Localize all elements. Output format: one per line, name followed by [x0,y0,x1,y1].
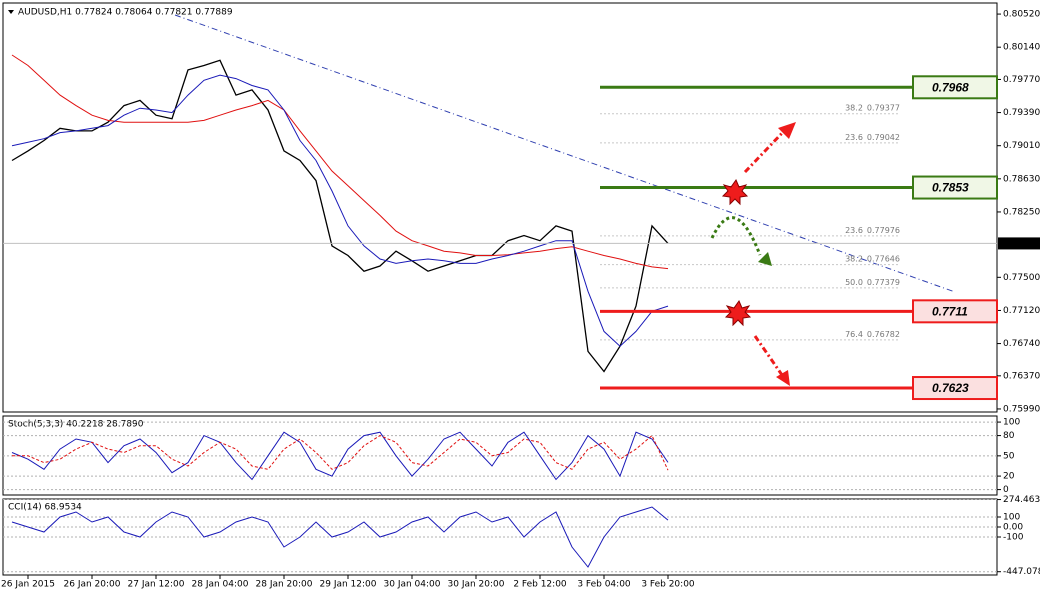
series-line [11,506,669,568]
arrow-up [743,128,787,174]
level-box [912,75,998,100]
current-price-box [998,237,1040,250]
level-label: 0.7968 [932,80,969,94]
star-marker [724,299,752,327]
x-tick-label: 28 Jan 04:00 [192,580,249,590]
y-tick-label: 0.80140 [1003,43,1040,53]
y-tick-label: -447.0781 [1003,567,1040,577]
x-tick-label: 27 Jan 12:00 [128,580,185,590]
menu-triangle [8,10,14,14]
level-label: 0.7623 [932,381,969,395]
level-label: 0.7711 [932,304,968,318]
y-tick-label: 0.75990 [1003,404,1040,414]
x-tick-label: 26 Jan 20:00 [64,580,121,590]
fib-label: 38.2 0.79377 [845,103,900,112]
arrow-head [776,370,790,386]
fib-ratio: 38.2 [845,254,863,263]
fib-label: 50.0 0.77379 [845,277,900,286]
level-box [912,299,998,324]
y-tick-label: 0.79390 [1003,108,1040,118]
fib-label: 38.2 0.77646 [845,254,900,263]
fib-ratio: 76.4 [845,329,863,338]
fib-ratio: 23.6 [845,132,863,141]
series-line [11,431,669,481]
arrow-down [753,335,784,376]
fib-ratio: 50.0 [845,277,863,286]
y-tick-label: 100 [1003,513,1020,523]
x-tick-label: 3 Feb 20:00 [641,580,695,590]
y-tick-label: 0 [1003,485,1009,495]
main-panel [2,2,998,413]
y-tick-label: 0.77500 [1003,273,1040,283]
x-tick-label: 3 Feb 04:00 [577,580,631,590]
chart-title: AUDUSD,H1 0.77824 0.78064 0.77821 0.7788… [18,8,233,18]
fib-label: 23.6 0.77976 [845,225,900,234]
fib-price: 0.77976 [867,225,900,234]
fib-price: 0.79042 [867,132,900,141]
y-tick-label: 50 [1003,451,1015,461]
y-tick-label: 0.76370 [1003,371,1040,381]
cci-title: CCI(14) 68.9534 [8,503,82,513]
y-tick-label: 0.79770 [1003,75,1040,85]
series-line [11,74,669,347]
fib-price: 0.79377 [867,103,900,112]
arrow-head [778,122,796,139]
y-tick-label: 0.79010 [1003,141,1040,151]
series-line [11,54,669,270]
x-tick-label: 26 Jan 2015 [1,580,55,590]
fib-ratio: 23.6 [845,225,863,234]
y-tick-label: 0.78250 [1003,207,1040,217]
y-tick-label: 0.76740 [1003,339,1040,349]
stoch-title: Stoch(5,3,3) 40.2218 28.7890 [8,420,144,430]
y-tick-label: 80 [1003,431,1015,441]
series-line [12,434,669,471]
x-tick-label: 2 Feb 12:00 [513,580,567,590]
level-box [912,175,998,200]
level-label: 0.7853 [932,181,969,195]
y-tick-label: 274.4632 [1003,495,1040,505]
arrow-head [758,252,772,266]
x-tick-label: 28 Jan 20:00 [256,580,313,590]
y-tick-label: 0.00 [1003,523,1023,533]
fib-ratio: 38.2 [845,103,863,112]
fib-price: 0.77646 [867,254,900,263]
y-tick-label: 100 [1003,418,1020,428]
star-marker [721,178,749,206]
level-box [912,376,998,401]
fib-label: 23.6 0.79042 [845,132,900,141]
y-tick-label: -100 [1003,533,1024,543]
series-line [11,59,669,373]
fib-price: 0.77379 [867,277,900,286]
y-tick-label: 0.78630 [1003,174,1040,184]
current-price-label: 0.77889 [1002,239,1039,249]
x-tick-label: 29 Jan 12:00 [320,580,377,590]
fib-label: 76.4 0.76782 [845,329,900,338]
y-tick-label: 20 [1003,472,1015,482]
x-tick-label: 30 Jan 04:00 [384,580,441,590]
x-tick-label: 30 Jan 20:00 [448,580,505,590]
y-tick-label: 0.77120 [1003,306,1040,316]
trend-line [174,14,956,293]
annotations [710,122,796,386]
y-tick-label: 0.80520 [1003,10,1040,20]
fib-price: 0.76782 [867,329,900,338]
